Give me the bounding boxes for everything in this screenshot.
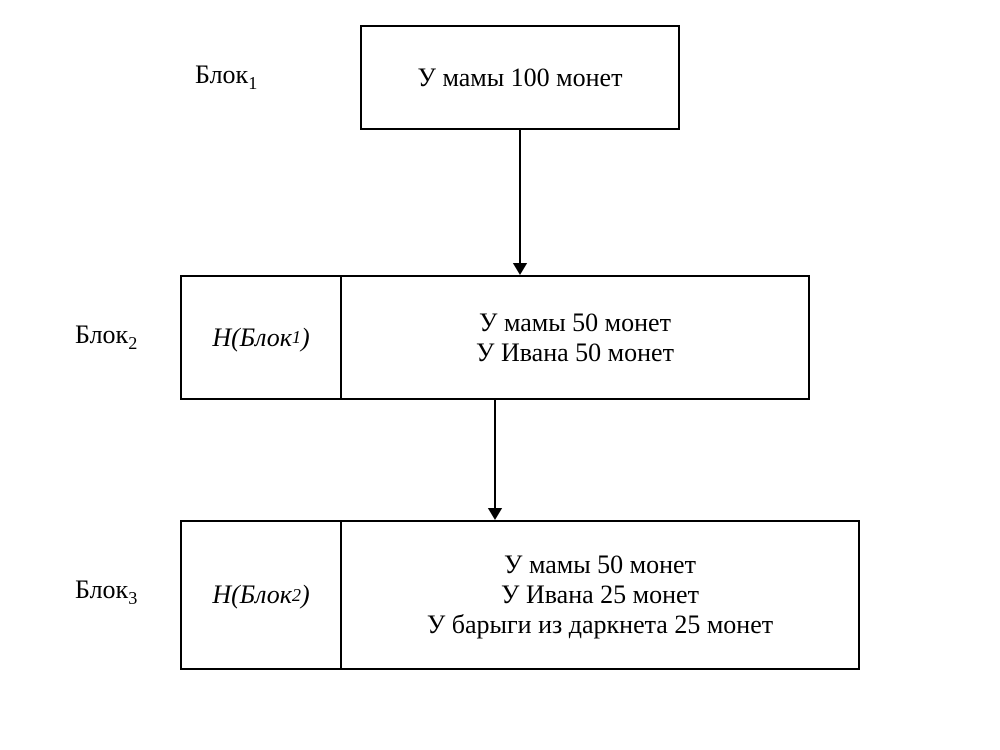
hash-fn: H [212, 323, 231, 353]
block-3-line-1: У Ивана 25 монет [501, 580, 699, 610]
block-2-hash: H(Блок1) [182, 277, 342, 398]
hash-arg-base: Блок [240, 323, 292, 353]
block-3-content: У мамы 50 монет У Ивана 25 монет У барыг… [342, 522, 858, 668]
block-3-line-2: У барыги из даркнета 25 монет [427, 610, 773, 640]
block-2: H(Блок1) У мамы 50 монет У Ивана 50 моне… [180, 275, 810, 400]
label-sub: 3 [128, 588, 137, 608]
hash-fn: H [212, 580, 231, 610]
label-sub: 1 [248, 73, 257, 93]
block-1: У мамы 100 монет [360, 25, 680, 130]
hash-arg-base: Блок [240, 580, 292, 610]
block-3-line-0: У мамы 50 монет [504, 550, 696, 580]
arrow-2 [480, 400, 510, 520]
block-2-content: У мамы 50 монет У Ивана 50 монет [342, 277, 808, 398]
block-label-2: Блок2 [75, 320, 137, 354]
hash-arg-sub: 1 [292, 327, 301, 348]
label-base: Блок [195, 60, 248, 89]
hash-arg-sub: 2 [292, 585, 301, 606]
block-3-hash: H(Блок2) [182, 522, 342, 668]
block-2-line-0: У мамы 50 монет [479, 308, 671, 338]
label-base: Блок [75, 575, 128, 604]
block-1-line-0: У мамы 100 монет [418, 63, 623, 93]
label-base: Блок [75, 320, 128, 349]
block-label-3: Блок3 [75, 575, 137, 609]
block-2-line-1: У Ивана 50 монет [476, 338, 674, 368]
arrow-1 [505, 130, 535, 275]
label-sub: 2 [128, 333, 137, 353]
block-label-1: Блок1 [195, 60, 257, 94]
block-3: H(Блок2) У мамы 50 монет У Ивана 25 моне… [180, 520, 860, 670]
block-1-content: У мамы 100 монет [362, 27, 678, 128]
